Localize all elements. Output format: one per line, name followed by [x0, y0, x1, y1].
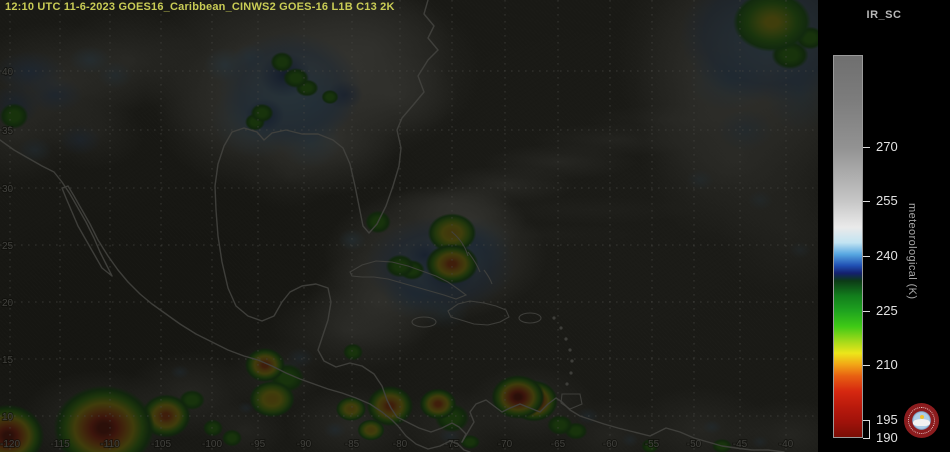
colorbar-tick-label: 240 [876, 247, 898, 263]
colorbar-tick [863, 146, 870, 148]
agency-seal-logo [904, 403, 939, 438]
colorbar-tick-label: 255 [876, 193, 898, 209]
colorbar-tick-label: 210 [876, 357, 898, 373]
colorbar-tick [863, 201, 870, 203]
seal-mountain-icon [913, 419, 930, 426]
product-label: IR_SC [866, 9, 902, 21]
seal-ring [908, 407, 935, 434]
seal-sun-icon [920, 415, 924, 419]
colorbar-tick [863, 419, 870, 421]
colorbar-tick-label: 270 [876, 138, 898, 154]
colorbar-panel: IR_SC 270 255 240 225 210 195 190 meteorologic… [818, 0, 950, 452]
colorbar-tick [863, 365, 870, 367]
colorbar-tick [863, 255, 870, 257]
satellite-map[interactable]: 40353025201510-120-115-110-105-100-95-90… [0, 0, 818, 452]
temperature-colorbar: 270 255 240 225 210 195 190 [833, 55, 898, 445]
colorbar-tick-label: 190 [876, 430, 898, 445]
colorbar-tick [863, 310, 870, 312]
colorbar-gradient [833, 55, 863, 438]
colorbar-axis-label: meteorological (K) [906, 203, 918, 300]
image-title: 12:10 UTC 11-6-2023 GOES16_Caribbean_CIN… [0, 0, 818, 452]
colorbar-tick-label: 195 [876, 411, 898, 427]
colorbar-bottom-bracket [869, 419, 870, 438]
colorbar-tick [863, 438, 870, 439]
colorbar-tick-label: 225 [876, 302, 898, 318]
